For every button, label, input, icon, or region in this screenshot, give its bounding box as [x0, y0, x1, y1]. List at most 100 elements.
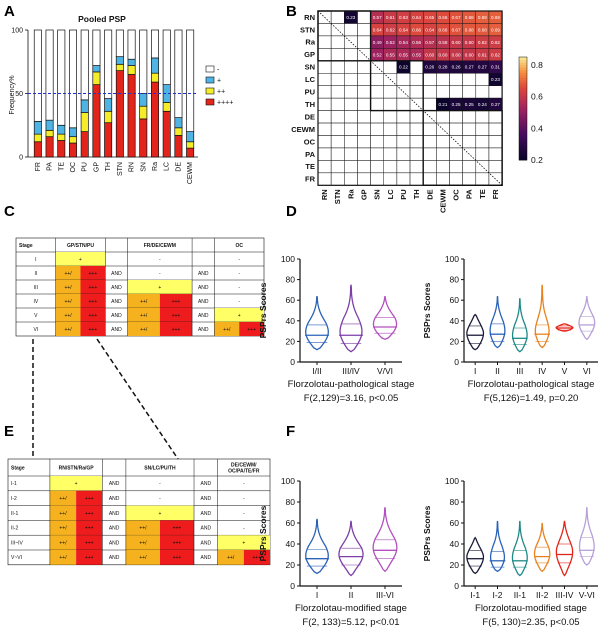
heatmap-value: 0.60 — [465, 52, 474, 57]
heatmap-cell — [488, 85, 503, 99]
heatmap-cell — [475, 135, 490, 149]
bar-CEWM-++ — [186, 141, 195, 149]
bar-PA-++ — [45, 129, 54, 138]
chart-f-right-violin-II-1 — [511, 520, 528, 577]
bar-LC-++++ — [162, 110, 171, 158]
heatmap-cell — [422, 160, 437, 174]
panel-label-b: B — [286, 3, 297, 20]
bar-OC-+ — [69, 127, 77, 138]
panel-label-a: A — [4, 3, 15, 20]
chart-f-left-ytick-label: 100 — [281, 476, 295, 486]
heatmap-cell — [436, 73, 450, 86]
chart-f-left-stat: F(2, 133)=5.12, p<0.01 — [302, 617, 399, 628]
heatmap-cell — [409, 110, 424, 124]
bar-DE-++ — [174, 127, 183, 136]
colorbar-tick-label: 0.8 — [531, 60, 543, 70]
table-e-cell-b-text: + — [158, 511, 161, 517]
heatmap-cell — [317, 122, 332, 136]
table-e-cell-a-fill-red — [76, 535, 103, 550]
chart-d-right-xtick-label: VI — [583, 366, 591, 376]
heatmap-value: 0.68 — [478, 27, 487, 32]
table-c-stage: IV — [33, 299, 38, 305]
colorbar-segment — [519, 67, 527, 71]
heatmap-value: 0.67 — [452, 15, 461, 20]
heatmap-cell — [396, 110, 411, 124]
table-e-cell-b-text: +++ — [173, 540, 182, 546]
heatmap-row-label: Ra — [305, 38, 315, 47]
table-e-cell-b-fill-red — [159, 520, 195, 536]
legend-label: + — [217, 78, 221, 85]
heatmap-cell — [317, 85, 332, 99]
bar-FR-- — [33, 29, 42, 122]
heatmap-value: 0.61 — [478, 52, 487, 57]
table-c-cell-c-fill-orange — [214, 322, 240, 336]
chart-a-xtick-label: DE — [175, 162, 182, 172]
table-e-and: AND — [201, 511, 212, 517]
table-c-stage: I — [35, 257, 36, 263]
heatmap-value: 0.68 — [465, 27, 474, 32]
table-e-cell-a-fill-orange — [49, 520, 77, 536]
heatmap-cell — [436, 85, 450, 99]
table-e-and: AND — [109, 526, 120, 532]
legend-label: ++ — [217, 89, 225, 96]
chart-f-right-violin-V-VI — [578, 507, 595, 566]
chart-f-right-ytick-label: 100 — [445, 476, 459, 486]
colorbar-segment — [519, 139, 527, 143]
heatmap-value: 0.27 — [478, 65, 487, 70]
heatmap-value: 0.69 — [491, 27, 500, 32]
heatmap-value: 0.60 — [425, 52, 434, 57]
table-c-cell-b-text: +++ — [172, 327, 181, 333]
chart-d-right-xtick-label: IV — [538, 366, 546, 376]
chart-d-right-violin-V — [555, 323, 574, 332]
table-c-header-col1: GP/STN/PU — [67, 243, 94, 249]
heatmap-cell — [330, 160, 345, 174]
heatmap-cell — [344, 85, 358, 99]
heatmap-cell — [344, 73, 358, 86]
colorbar-segment — [519, 126, 527, 130]
heatmap-cell — [317, 110, 332, 124]
heatmap-cell — [396, 135, 411, 149]
table-e-cell-a-fill — [49, 476, 103, 491]
heatmap-cell — [344, 97, 358, 111]
chart-a-xtick-label: GP — [93, 162, 100, 172]
heatmap-col-label: PA — [465, 189, 474, 199]
chart-f-left-xtick-label: I — [316, 590, 318, 600]
bar-FR-++ — [33, 133, 42, 143]
colorbar-segment — [519, 103, 527, 107]
chart-d-right-xtick-label: II — [495, 366, 500, 376]
heatmap-cell — [462, 135, 477, 149]
heatmap-value: 0.25 — [465, 102, 474, 107]
bar-FR-+ — [33, 121, 42, 135]
table-e-header-col3b: OC/PA/TE/FR — [228, 469, 260, 475]
heatmap-cell — [344, 147, 358, 161]
heatmap-cell — [488, 122, 503, 136]
legend-swatch-++ — [205, 87, 215, 95]
table-e-header-col3: DE/CEWM/ — [231, 463, 257, 469]
table-e-and: AND — [109, 481, 120, 487]
table-e-cell-a-text: ++/ — [59, 540, 67, 546]
table-c-cell-a-text: ++/ — [64, 313, 72, 319]
chart-d-right-ytick-label: 20 — [450, 336, 460, 346]
table-c-and: AND — [198, 327, 209, 333]
table-e-and: AND — [109, 555, 120, 561]
heatmap-cell — [357, 172, 371, 186]
heatmap-cell — [317, 147, 332, 161]
bar-LC-- — [162, 29, 171, 85]
heatmap-value: 0.54 — [399, 40, 408, 45]
heatmap-cell — [370, 122, 385, 136]
heatmap-value: 0.56 — [412, 40, 421, 45]
heatmap-value: 0.23 — [346, 15, 355, 20]
bar-FR-++++ — [33, 141, 42, 158]
table-e-cell-a-text: ++/ — [59, 555, 67, 561]
table-e-and: AND — [109, 496, 120, 502]
heatmap-cell — [449, 85, 463, 99]
heatmap-value: 0.65 — [425, 15, 434, 20]
heatmap-value: 0.26 — [452, 65, 461, 70]
heatmap-value: 0.52 — [386, 40, 395, 45]
table-c-cell-c-text: - — [238, 299, 240, 305]
colorbar-segment — [519, 85, 527, 89]
chart-a-xtick-label: OC — [70, 162, 77, 173]
heatmap-cell — [344, 110, 358, 124]
heatmap-row-label: GP — [304, 50, 315, 59]
heatmap-cell — [357, 97, 371, 111]
